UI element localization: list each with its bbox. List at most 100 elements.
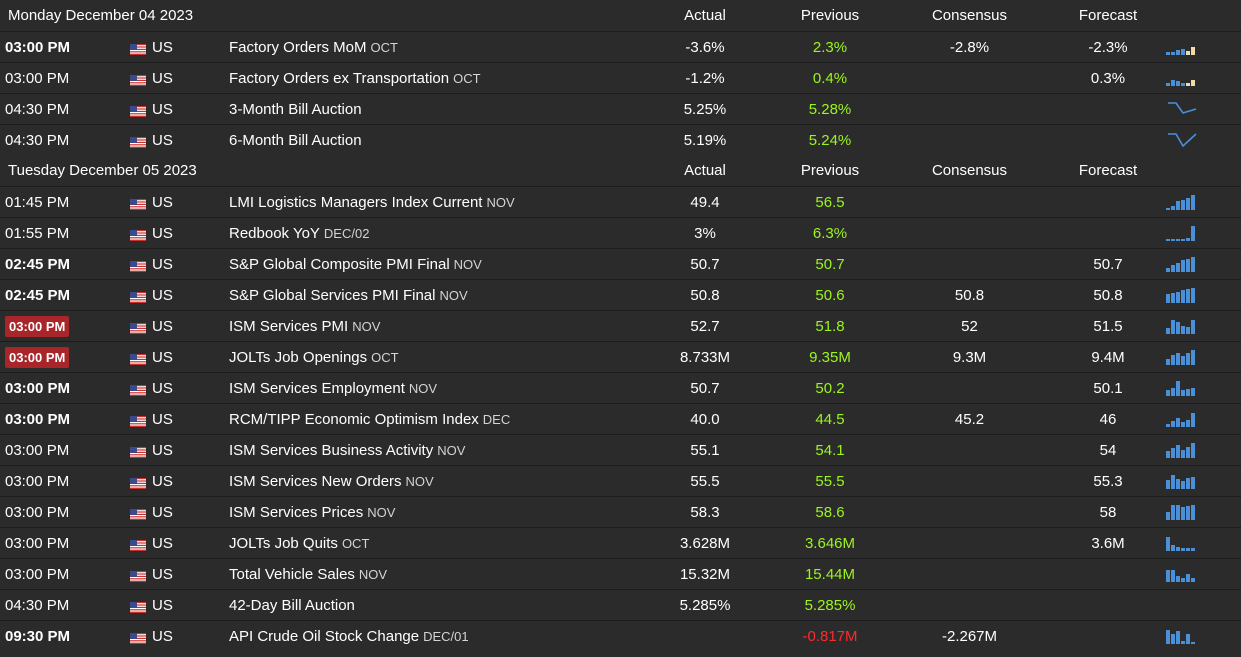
event-row[interactable]: 03:00 PM US Total Vehicle Sales NOV 15.32M 15… (0, 558, 1241, 590)
us-flag-icon (130, 290, 146, 304)
trend-sparkline[interactable] (1166, 38, 1200, 56)
event-name-link[interactable]: ISM Services Prices (229, 503, 364, 521)
event-name-link[interactable]: API Crude Oil Stock Change (229, 627, 420, 645)
us-flag-icon (130, 600, 146, 614)
event-row[interactable]: 04:30 PM US 6-Month Bill Auction 5.19% 5.24% (0, 124, 1241, 155)
event-consensus: -2.267M (889, 620, 1050, 651)
event-name-link[interactable]: ISM Services New Orders (229, 472, 402, 490)
event-name-link[interactable]: Factory Orders MoM (229, 38, 367, 56)
us-flag-icon (130, 538, 146, 552)
event-row[interactable]: 03:00 PM US ISM Services Employment NOV 50.7… (0, 372, 1241, 404)
event-forecast: 54 (1050, 434, 1166, 466)
event-actual: 58.3 (639, 496, 771, 528)
day-date: Monday December 04 2023 (8, 7, 194, 24)
trend-sparkline[interactable] (1166, 441, 1200, 459)
event-consensus (889, 589, 1050, 621)
event-name-link[interactable]: ISM Services PMI (229, 317, 349, 335)
event-row[interactable]: 04:30 PM US 3-Month Bill Auction 5.25% 5.28% (0, 93, 1241, 125)
event-previous: 5.285% (771, 589, 889, 621)
event-country: US (152, 534, 173, 552)
trend-sparkline[interactable] (1166, 534, 1200, 552)
us-flag-icon (130, 476, 146, 490)
event-country: US (152, 38, 173, 56)
event-row[interactable]: 03:00 PM US ISM Services Business Activity… (0, 434, 1241, 466)
event-name-link[interactable]: Total Vehicle Sales (229, 565, 355, 583)
event-forecast: -2.3% (1050, 31, 1166, 63)
event-consensus: 52 (889, 310, 1050, 342)
event-row[interactable]: 09:30 PM US API Crude Oil Stock Change DEC/… (0, 620, 1241, 651)
event-name-link[interactable]: JOLTs Job Openings (229, 348, 368, 366)
event-row[interactable]: 01:55 PM US Redbook YoY DEC/02 3% 6.3% (0, 217, 1241, 249)
event-name-link[interactable]: Redbook YoY (229, 224, 320, 242)
event-previous: 55.5 (771, 465, 889, 497)
event-actual: 55.5 (639, 465, 771, 497)
event-row[interactable]: 01:45 PM US LMI Logistics Managers Index C… (0, 186, 1241, 218)
event-name-link[interactable]: S&P Global Composite PMI Final (229, 255, 450, 273)
event-actual: 52.7 (639, 310, 771, 342)
event-country: US (152, 379, 173, 397)
event-country: US (152, 255, 173, 273)
event-name-link[interactable]: 6-Month Bill Auction (229, 131, 362, 149)
event-name-link[interactable]: RCM/TIPP Economic Optimism Index (229, 410, 479, 428)
trend-sparkline[interactable] (1166, 286, 1200, 304)
event-actual: 50.8 (639, 279, 771, 311)
event-row[interactable]: 04:30 PM US 42-Day Bill Auction 5.285% 5.285… (0, 589, 1241, 621)
trend-sparkline[interactable] (1166, 69, 1200, 87)
event-row[interactable]: 03:00 PM US ISM Services Prices NOV 58.3 58.6… (0, 496, 1241, 528)
event-reference-period: NOV (352, 318, 381, 334)
event-consensus: 9.3M (889, 341, 1050, 373)
event-row[interactable]: 02:45 PM US S&P Global Services PMI Final N… (0, 279, 1241, 311)
event-name-link[interactable]: ISM Services Business Activity (229, 441, 434, 459)
trend-sparkline[interactable] (1166, 317, 1200, 335)
event-name-link[interactable]: S&P Global Services PMI Final (229, 286, 436, 304)
event-reference-period: NOV (437, 442, 466, 458)
trend-sparkline[interactable] (1166, 224, 1200, 242)
event-name-link[interactable]: 42-Day Bill Auction (229, 596, 355, 614)
trend-sparkline[interactable] (1166, 130, 1200, 150)
us-flag-icon (130, 352, 146, 366)
event-row[interactable]: 03:00 PM US RCM/TIPP Economic Optimism Ind… (0, 403, 1241, 435)
trend-sparkline[interactable] (1166, 99, 1200, 119)
event-reference-period: OCT (341, 535, 370, 551)
event-row[interactable]: 03:00 PM US ISM Services PMI NOV 52.7 51.8 52 5… (0, 310, 1241, 342)
event-actual: 5.285% (639, 589, 771, 621)
event-consensus: 45.2 (889, 403, 1050, 435)
event-actual: 50.7 (639, 248, 771, 280)
event-name-link[interactable]: Factory Orders ex Transportation (229, 69, 450, 87)
event-time: 02:45 PM (5, 286, 71, 304)
event-reference-period: NOV (405, 473, 434, 489)
event-consensus (889, 248, 1050, 280)
event-row[interactable]: 03:00 PM US ISM Services New Orders NOV 55.5… (0, 465, 1241, 497)
event-row[interactable]: 03:00 PM US Factory Orders MoM OCT -3.6% 2.3%… (0, 31, 1241, 63)
trend-sparkline[interactable] (1166, 627, 1200, 645)
event-row[interactable]: 02:45 PM US S&P Global Composite PMI Final… (0, 248, 1241, 280)
trend-sparkline[interactable] (1166, 193, 1200, 211)
trend-sparkline[interactable] (1166, 565, 1200, 583)
event-previous: 50.7 (771, 248, 889, 280)
event-row[interactable]: 03:00 PM US JOLTs Job Openings OCT 8.733M 9.3… (0, 341, 1241, 373)
event-previous: 51.8 (771, 310, 889, 342)
event-reference-period: NOV (486, 194, 515, 210)
trend-sparkline[interactable] (1166, 379, 1200, 397)
event-country: US (152, 565, 173, 583)
event-name-link[interactable]: LMI Logistics Managers Index Current (229, 193, 483, 211)
trend-sparkline[interactable] (1166, 348, 1200, 366)
event-previous: 3.646M (771, 527, 889, 559)
event-name-link[interactable]: ISM Services Employment (229, 379, 405, 397)
event-name-link[interactable]: JOLTs Job Quits (229, 534, 338, 552)
event-reference-period: OCT (370, 39, 398, 55)
column-actual: Actual (684, 162, 726, 179)
event-name-link[interactable]: 3-Month Bill Auction (229, 100, 362, 118)
trend-sparkline[interactable] (1166, 503, 1200, 521)
event-time: 03:00 PM (5, 379, 71, 397)
event-consensus: 50.8 (889, 279, 1050, 311)
trend-sparkline[interactable] (1166, 410, 1200, 428)
event-row[interactable]: 03:00 PM US Factory Orders ex Transportati… (0, 62, 1241, 94)
event-row[interactable]: 03:00 PM US JOLTs Job Quits OCT 3.628M 3.646M… (0, 527, 1241, 559)
trend-sparkline[interactable] (1166, 472, 1200, 490)
event-previous: 54.1 (771, 434, 889, 466)
trend-sparkline[interactable] (1166, 255, 1200, 273)
event-time: 01:45 PM (5, 193, 70, 211)
event-forecast: 58 (1050, 496, 1166, 528)
event-time: 03:00 PM (5, 38, 71, 56)
